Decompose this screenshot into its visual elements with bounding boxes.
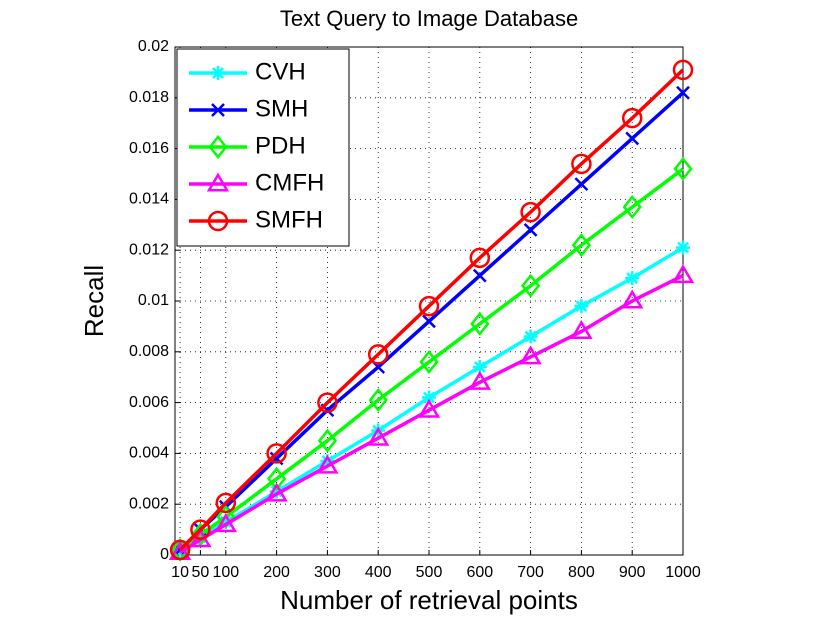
- y-tick-label: 0.018: [129, 89, 169, 106]
- marker: [266, 443, 287, 464]
- marker: [520, 201, 541, 223]
- marker: [622, 195, 642, 220]
- x-tick-label: 200: [263, 564, 290, 581]
- marker: [672, 59, 694, 81]
- marker: [625, 271, 640, 286]
- marker: [207, 210, 229, 232]
- y-tick-label: 0.006: [129, 394, 169, 411]
- marker: [519, 345, 542, 365]
- y-tick-label: 0.02: [138, 38, 169, 55]
- marker: [418, 295, 440, 317]
- x-tick-label: 50: [192, 564, 210, 581]
- legend-label: CMFH: [255, 169, 324, 196]
- marker: [520, 273, 541, 298]
- chart-title: Text Query to Image Database: [280, 6, 578, 31]
- marker: [316, 454, 339, 474]
- marker: [266, 466, 287, 491]
- y-tick-label: 0.014: [129, 191, 169, 208]
- y-tick-label: 0.002: [129, 495, 169, 512]
- legend: CVH SMH PDH CMFH SMFH: [176, 48, 350, 247]
- marker: [214, 513, 237, 533]
- marker: [574, 177, 589, 192]
- marker: [523, 329, 538, 344]
- marker: [676, 85, 690, 100]
- y-axis-label: Recall: [79, 265, 109, 337]
- marker: [190, 522, 211, 547]
- series-line: [178, 68, 685, 552]
- x-tick-label: 400: [365, 564, 392, 581]
- marker: [571, 233, 592, 258]
- marker: [676, 240, 690, 255]
- marker: [216, 504, 236, 529]
- x-tick-label: 10: [171, 564, 189, 581]
- marker: [367, 344, 389, 365]
- marker: [621, 289, 644, 309]
- x-tick-label: 500: [416, 564, 443, 581]
- marker: [470, 311, 490, 336]
- marker: [211, 66, 225, 80]
- marker: [208, 134, 228, 160]
- marker: [317, 392, 338, 413]
- marker: [218, 514, 233, 529]
- x-tick-label: 800: [568, 564, 595, 581]
- legend-label: SMH: [255, 95, 308, 122]
- marker: [193, 530, 208, 545]
- y-tick-label: 0: [160, 546, 169, 563]
- marker: [367, 426, 390, 446]
- marker: [574, 299, 589, 314]
- marker: [190, 519, 211, 540]
- marker: [571, 153, 592, 175]
- y-tick-label: 0.01: [138, 292, 169, 309]
- x-tick-label: 600: [466, 564, 493, 581]
- marker: [269, 484, 284, 499]
- marker: [422, 314, 436, 329]
- marker: [317, 428, 338, 453]
- x-tick-label: 700: [517, 564, 544, 581]
- marker: [265, 482, 288, 502]
- series-line: [179, 274, 684, 554]
- y-tick-label: 0.016: [129, 140, 169, 157]
- x-axis-label: Number of retrieval points: [280, 585, 578, 615]
- x-tick-label: 100: [212, 564, 239, 581]
- marker: [671, 264, 695, 284]
- marker: [570, 320, 593, 340]
- marker: [206, 172, 230, 192]
- y-tick-label: 0.012: [129, 241, 169, 258]
- legend-label: SMFH: [255, 206, 323, 233]
- marker: [211, 103, 225, 117]
- marker: [469, 247, 491, 269]
- marker: [419, 349, 439, 374]
- marker: [625, 131, 640, 146]
- y-tick-label: 0.008: [129, 343, 169, 360]
- marker: [523, 222, 538, 237]
- legend-label: CVH: [255, 58, 306, 85]
- plot-frame: [174, 46, 684, 556]
- marker: [215, 492, 237, 514]
- legend-label: PDH: [255, 132, 306, 159]
- marker: [422, 390, 436, 405]
- y-tick-label: 0.004: [129, 445, 169, 462]
- marker: [320, 454, 335, 469]
- marker: [368, 388, 388, 413]
- marker: [673, 156, 693, 181]
- marker: [468, 370, 491, 390]
- marker: [169, 539, 191, 561]
- marker: [621, 107, 643, 129]
- x-tick-label: 1000: [665, 564, 701, 581]
- marker: [472, 360, 487, 375]
- marker: [472, 268, 487, 283]
- x-tick-label: 900: [619, 564, 646, 581]
- x-tick-label: 300: [314, 564, 341, 581]
- marker: [417, 398, 441, 418]
